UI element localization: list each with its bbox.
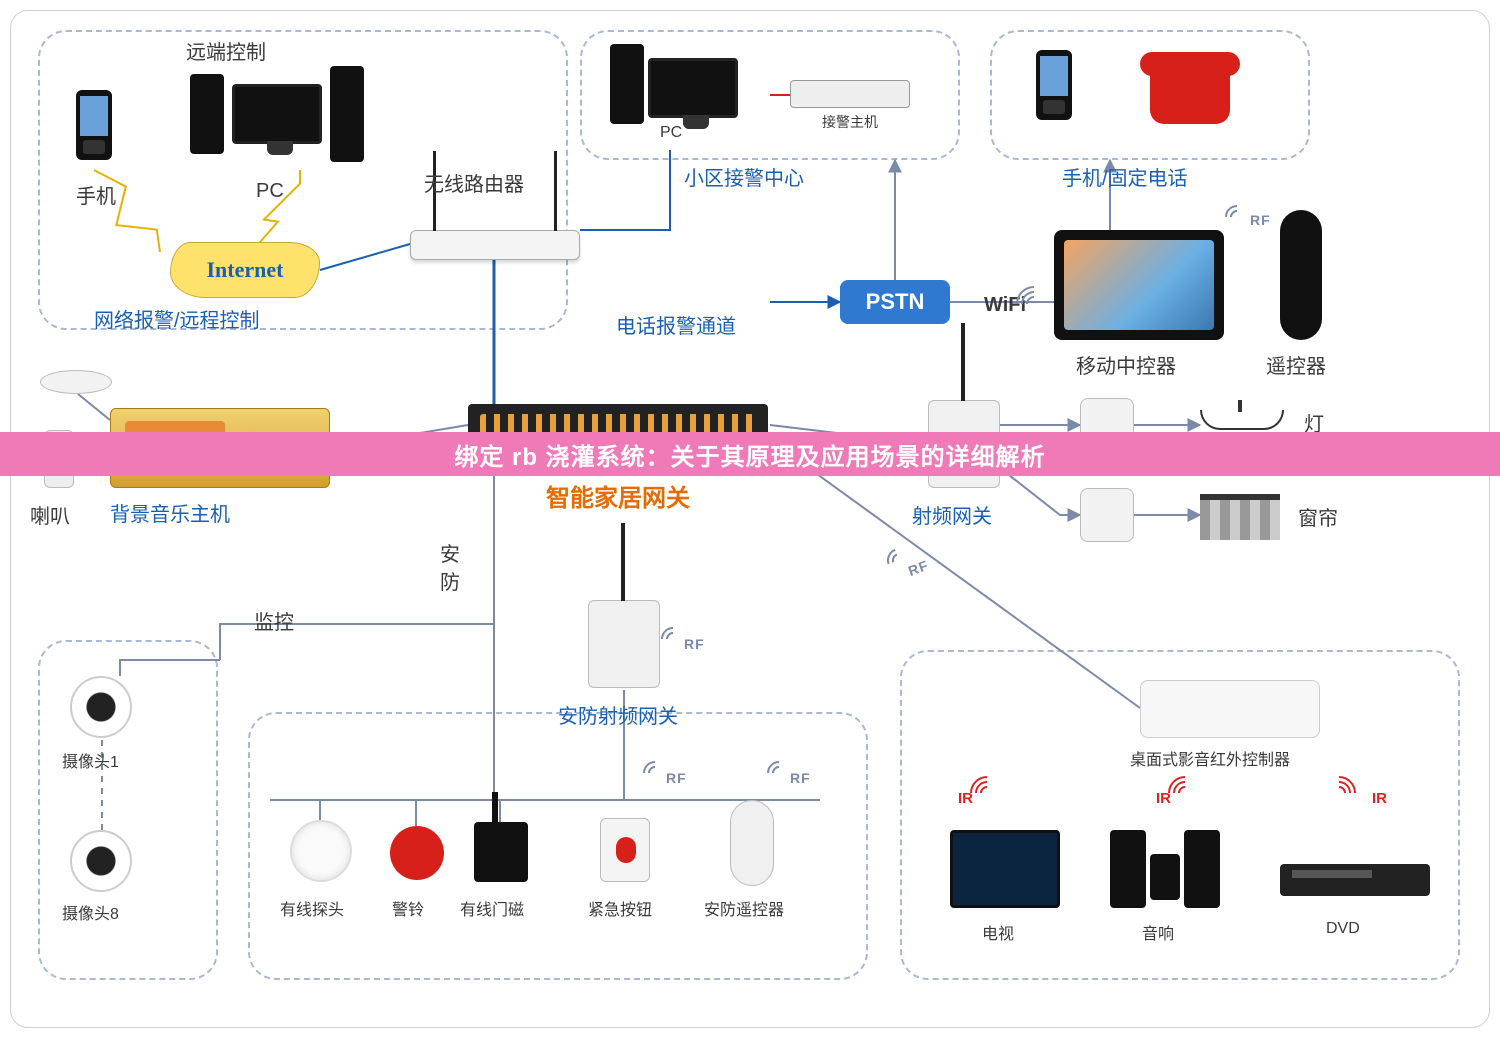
ir-controller-icon	[1140, 680, 1320, 738]
pstn-badge: PSTN	[840, 280, 950, 324]
label-tel-channel: 电话报警通道	[616, 310, 736, 339]
label-door: 有线门磁	[460, 896, 524, 920]
tv-icon	[950, 830, 1060, 908]
label-hifi: 音响	[1142, 920, 1174, 944]
label-mobile-controller: 移动中控器	[1076, 350, 1176, 379]
dvd-icon	[1280, 864, 1430, 896]
label-gateway: 智能家居网关	[546, 478, 690, 513]
label-sec-remote: 安防遥控器	[704, 896, 784, 920]
label-sec2: 防	[440, 566, 460, 595]
switch-panel-curtain-icon	[1080, 488, 1134, 542]
label-cam1: 摄像头1	[62, 748, 119, 772]
ir-tag-3: IR	[1372, 790, 1387, 807]
rf-tag-5: RF	[666, 770, 687, 786]
alarm-bell-icon	[390, 826, 444, 880]
label-net-alarm: 网络报警/远程控制	[94, 304, 260, 333]
label-sec1: 安	[440, 538, 460, 567]
label-district-pc: PC	[660, 124, 682, 142]
label-alarm-box: 接警主机	[822, 112, 878, 132]
label-detector: 有线探头	[280, 896, 344, 920]
mobile-phone-icon	[76, 90, 112, 160]
mobile-phone-icon-2	[1036, 50, 1072, 120]
label-tv: 电视	[982, 920, 1014, 944]
label-phone-group: 手机/固定电话	[1062, 162, 1188, 191]
label-mobile: 手机	[76, 180, 116, 209]
hifi-icon	[1110, 830, 1220, 908]
label-rf-gw: 射频网关	[912, 500, 992, 529]
label-ir-ctrl: 桌面式影音红外控制器	[1130, 746, 1290, 770]
security-remote-icon	[730, 800, 774, 886]
landline-phone-icon	[1150, 70, 1230, 124]
rf-tag-4: RF	[684, 636, 705, 652]
rf-tag-1: RF	[1250, 212, 1271, 228]
label-surv: 监控	[254, 606, 294, 635]
panic-button-icon	[600, 818, 650, 882]
router-icon	[410, 230, 580, 260]
label-dvd: DVD	[1326, 920, 1360, 938]
door-sensor-icon	[474, 822, 528, 882]
label-router: 无线路由器	[424, 168, 524, 197]
label-remote-title: 远端控制	[186, 36, 266, 65]
wired-detector-icon	[290, 820, 352, 882]
internet-cloud: Internet	[170, 242, 320, 298]
title-banner-text: 绑定 rb 浇灌系统：关于其原理及应用场景的详细解析	[454, 437, 1045, 472]
tablet-controller-icon	[1054, 230, 1224, 340]
ceiling-speaker-icon	[40, 370, 112, 394]
label-sec-rf-gw: 安防射频网关	[558, 700, 678, 729]
label-pc: PC	[256, 180, 284, 203]
label-curtain: 窗帘	[1298, 502, 1338, 531]
label-remote: 遥控器	[1266, 350, 1326, 379]
label-bgmusic: 背景音乐主机	[110, 498, 230, 527]
title-banner: 绑定 rb 浇灌系统：关于其原理及应用场景的详细解析	[0, 432, 1500, 476]
alarm-host-icon	[790, 80, 910, 108]
label-cam8: 摄像头8	[62, 900, 119, 924]
label-district: 小区接警中心	[684, 162, 804, 191]
curtain-icon	[1200, 494, 1280, 542]
security-rf-gateway-icon	[588, 600, 660, 688]
camera-8-icon	[70, 830, 132, 892]
remote-icon	[1280, 210, 1322, 340]
label-speaker: 喇叭	[30, 500, 70, 529]
label-bell: 警铃	[392, 896, 424, 920]
rf-tag-6: RF	[790, 770, 811, 786]
camera-1-icon	[70, 676, 132, 738]
label-panic: 紧急按钮	[588, 896, 652, 920]
